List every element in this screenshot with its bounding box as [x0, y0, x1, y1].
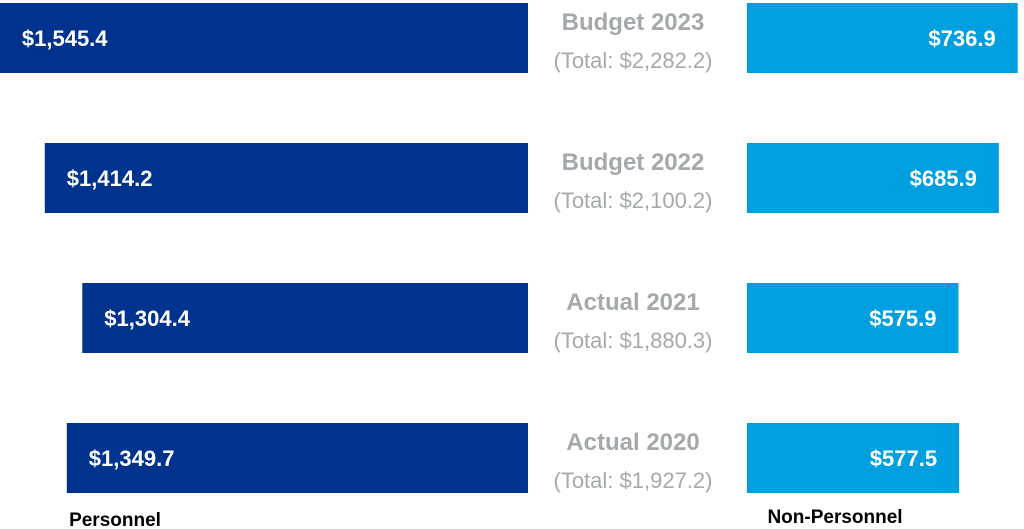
chart-rows: $1,545.4 $736.9 Budget 2023 (Total: $2,282.…: [0, 3, 1018, 493]
personnel-value-label: $1,349.7: [89, 446, 175, 471]
row-total: (Total: $1,927.2): [554, 468, 713, 493]
legend-personnel-label: Personnel: [69, 510, 161, 529]
non-personnel-value-label: $575.9: [869, 306, 936, 331]
personnel-bar: [66, 423, 529, 493]
personnel-value-label: $1,304.4: [104, 306, 190, 331]
non-personnel-value-label: $577.5: [870, 446, 937, 471]
non-personnel-bar: [747, 143, 999, 213]
legend-non-personnel-label: Non-Personnel: [767, 507, 902, 528]
non-personnel-value-label: $736.9: [928, 26, 995, 51]
non-personnel-bar: [747, 283, 959, 353]
personnel-bar: [44, 143, 529, 213]
row-total: (Total: $2,100.2): [554, 188, 713, 213]
row-total: (Total: $2,282.2): [554, 48, 713, 73]
personnel-bar: [0, 3, 528, 73]
non-personnel-bar: [747, 423, 960, 493]
row-title: Budget 2023: [562, 9, 705, 36]
row-total: (Total: $1,880.3): [554, 328, 713, 353]
personnel-bar: [82, 283, 529, 353]
personnel-value-label: $1,545.4: [22, 26, 108, 51]
personnel-value-label: $1,414.2: [67, 166, 153, 191]
row-title: Actual 2020: [566, 429, 699, 456]
non-personnel-bar: [747, 3, 1018, 73]
non-personnel-value-label: $685.9: [910, 166, 977, 191]
row-title: Actual 2021: [566, 289, 699, 316]
row-title: Budget 2022: [562, 149, 705, 176]
